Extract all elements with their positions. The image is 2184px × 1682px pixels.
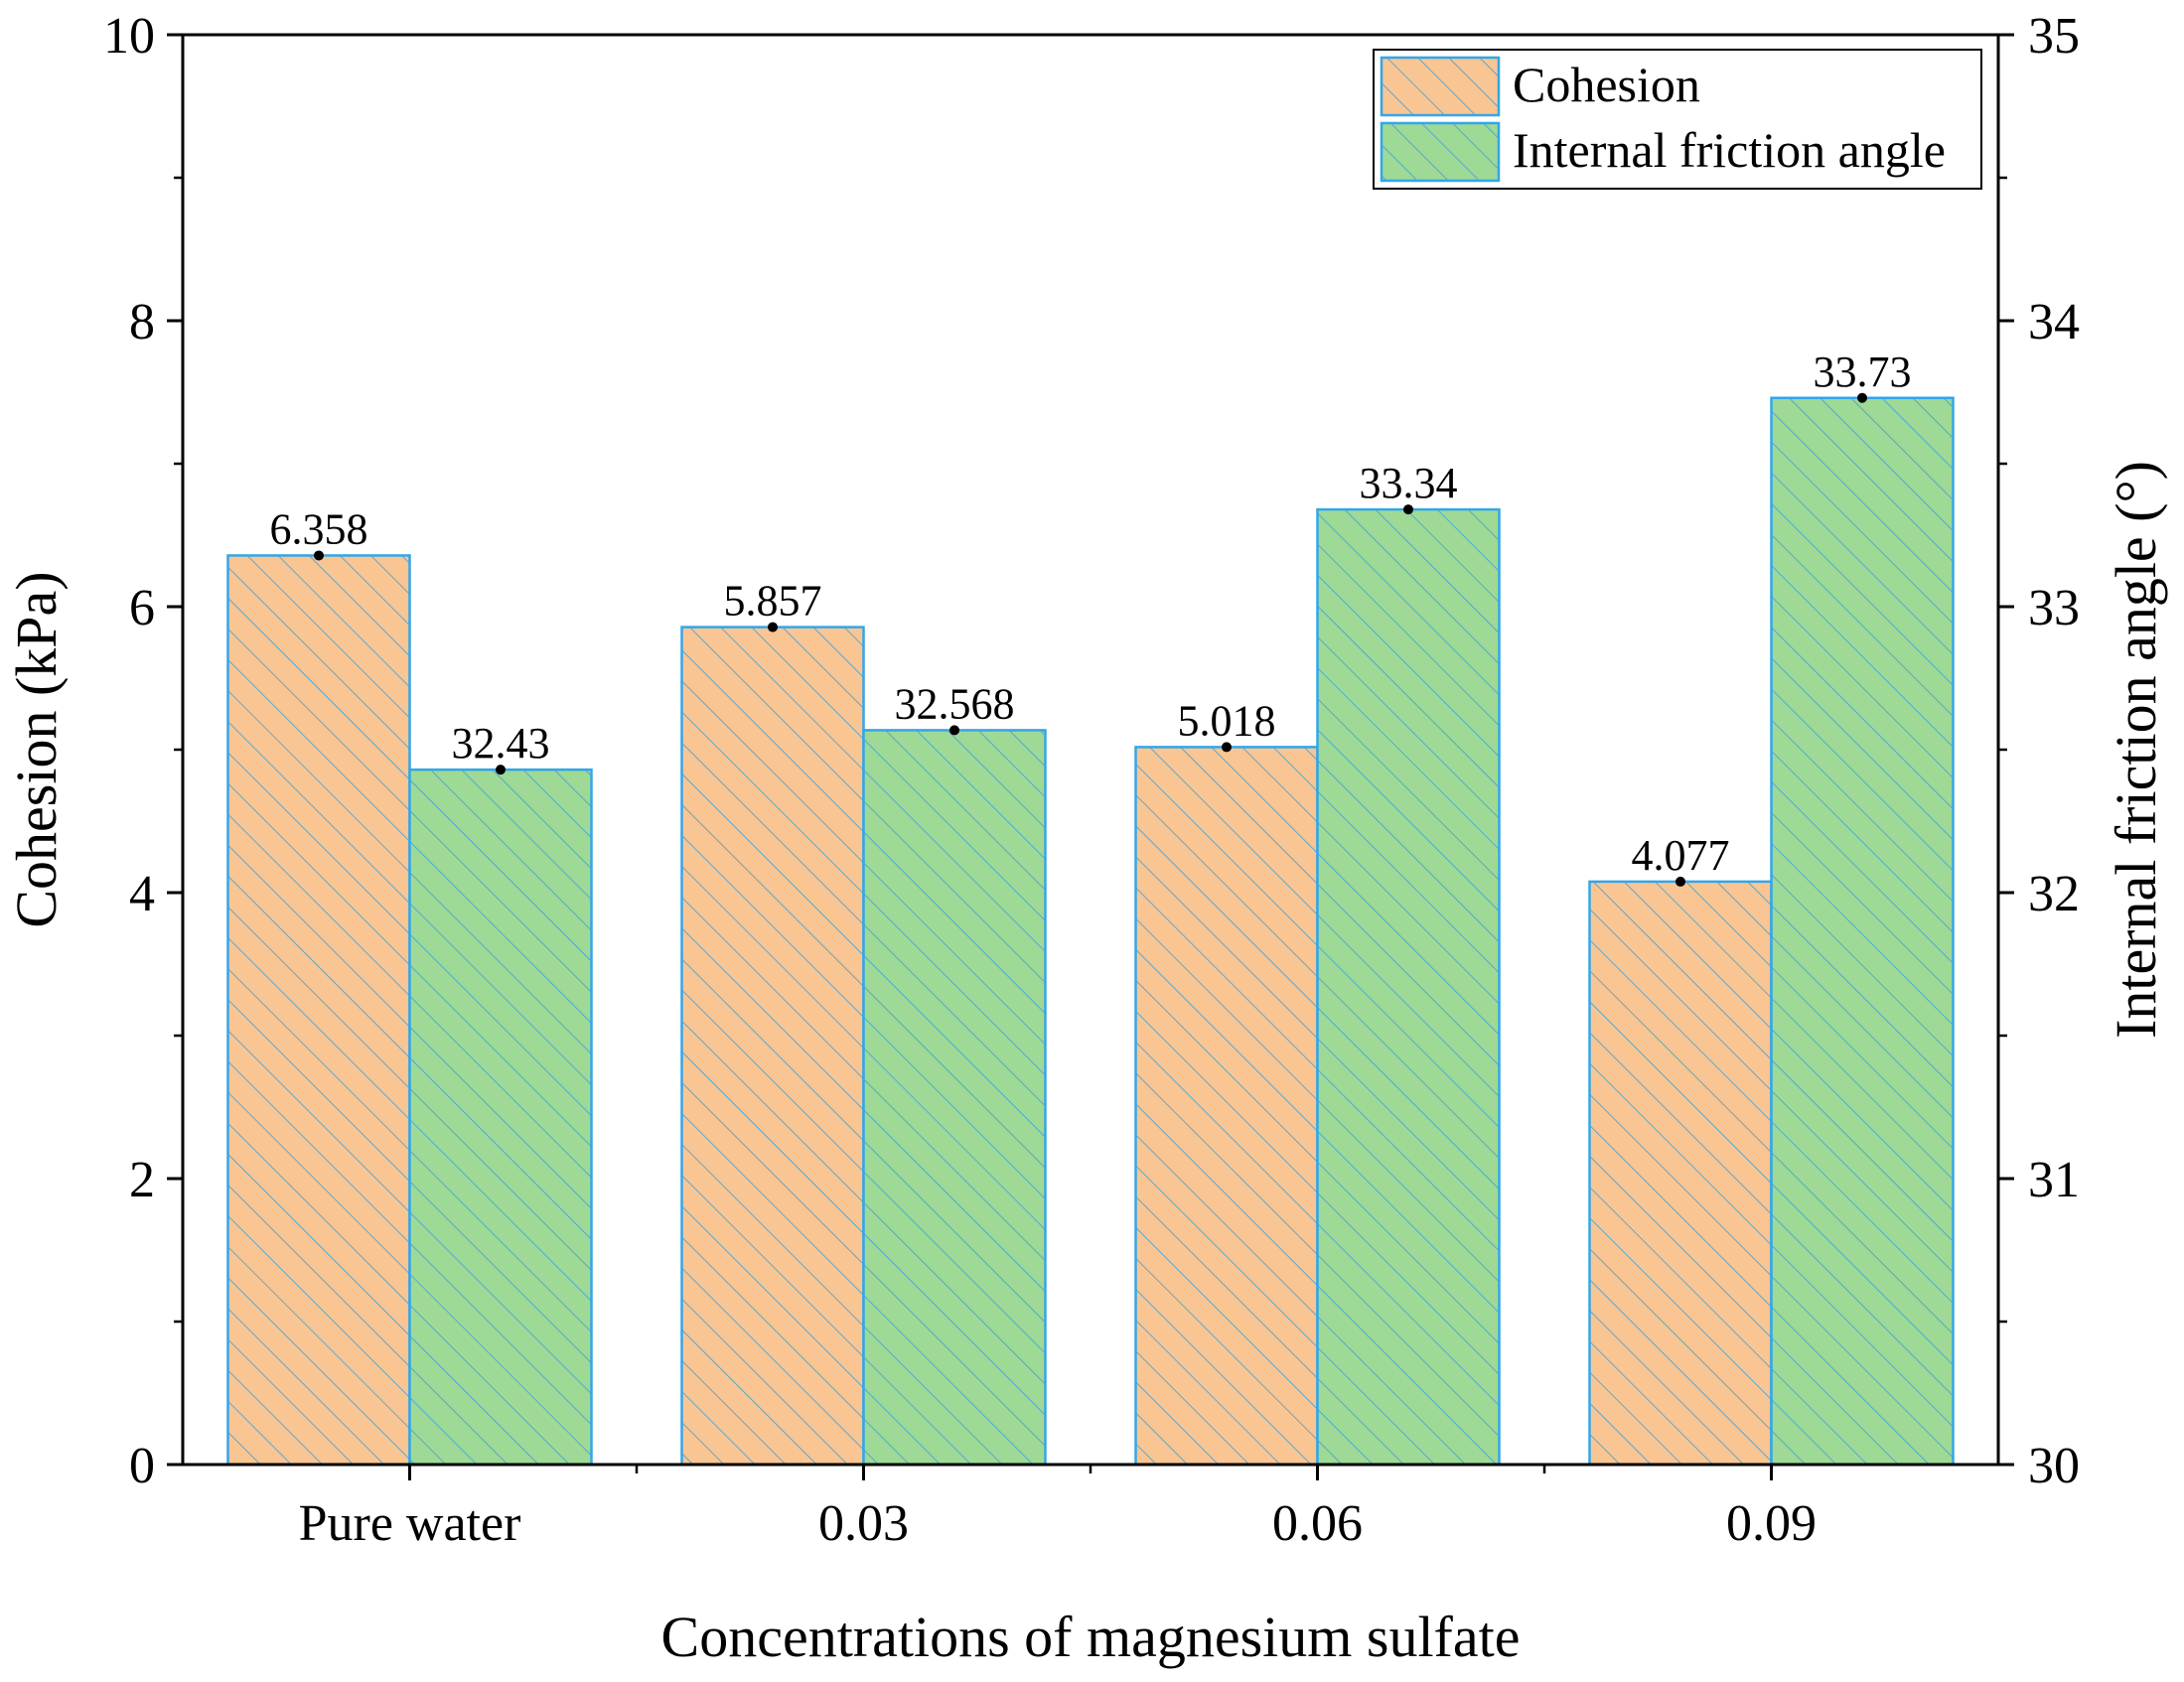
legend: Cohesion Internal friction angle [1373,49,1982,190]
cohesion-value-label: 5.857 [724,577,822,626]
friction-angle-bar [1316,507,1501,1467]
cohesion-value-label: 4.077 [1632,831,1730,880]
x-tick-label: Pure water [299,1495,521,1552]
y2-tick-label: 32 [2028,866,2080,922]
legend-label-friction-angle: Internal friction angle [1513,122,1946,178]
friction-angle-bar [862,729,1047,1467]
data-point-marker [1222,742,1232,753]
y2-tick-label: 30 [2028,1438,2080,1494]
y-tick-label: 8 [129,294,155,350]
cohesion-bar [680,626,865,1467]
y-tick-label: 10 [103,8,155,65]
x-tick-label: 0.06 [1272,1495,1363,1552]
bars-layer [226,392,1955,1467]
legend-swatch-cohesion [1380,56,1501,117]
data-point-marker [314,550,324,561]
y-tick-label: 0 [129,1438,155,1494]
legend-swatch-friction-angle [1380,121,1501,183]
labels-layer: 6.358 5.857 5.018 4.077 32.43 32.568 33.34 33.7… [270,348,1912,880]
y-tick-label: 4 [129,866,155,922]
y2-axis-title: Internal friction angle (°) [2104,461,2168,1039]
friction-angle-value-label: 32.43 [452,719,550,768]
data-point-marker [1403,504,1413,515]
data-point-marker [496,765,506,775]
data-point-marker [768,622,778,632]
friction-angle-value-label: 32.568 [895,679,1015,728]
data-point-marker [1857,392,1867,403]
x-tick-label: 0.03 [818,1495,909,1552]
y2-tick-label: 33 [2028,580,2080,636]
friction-angle-value-label: 33.73 [1814,348,1912,396]
y2-tick-label: 34 [2028,294,2080,350]
cohesion-bar [1588,880,1773,1467]
cohesion-value-label: 5.018 [1178,696,1276,745]
cohesion-value-label: 6.358 [270,504,368,553]
data-point-marker [1675,876,1685,887]
friction-angle-bar [1770,396,1955,1467]
y-tick-label: 6 [129,580,155,636]
cohesion-bar [226,554,411,1467]
x-tick-label: 0.09 [1726,1495,1817,1552]
y-tick-label: 2 [129,1152,155,1208]
y2-tick-label: 31 [2028,1152,2080,1208]
friction-angle-bar [408,768,593,1467]
axes-layer: 0 2 4 6 8 10 30 31 32 33 34 35 Pure water 0.03 0.06 0.0… [103,8,2080,1552]
legend-label-cohesion: Cohesion [1513,57,1700,112]
data-point-marker [949,725,959,736]
y-axis-title: Cohesion (kPa) [4,571,69,927]
cohesion-bar [1134,746,1319,1467]
friction-angle-value-label: 33.34 [1360,459,1458,507]
x-axis-title: Concentrations of magnesium sulfate [661,1605,1521,1669]
y2-tick-label: 35 [2028,8,2080,65]
